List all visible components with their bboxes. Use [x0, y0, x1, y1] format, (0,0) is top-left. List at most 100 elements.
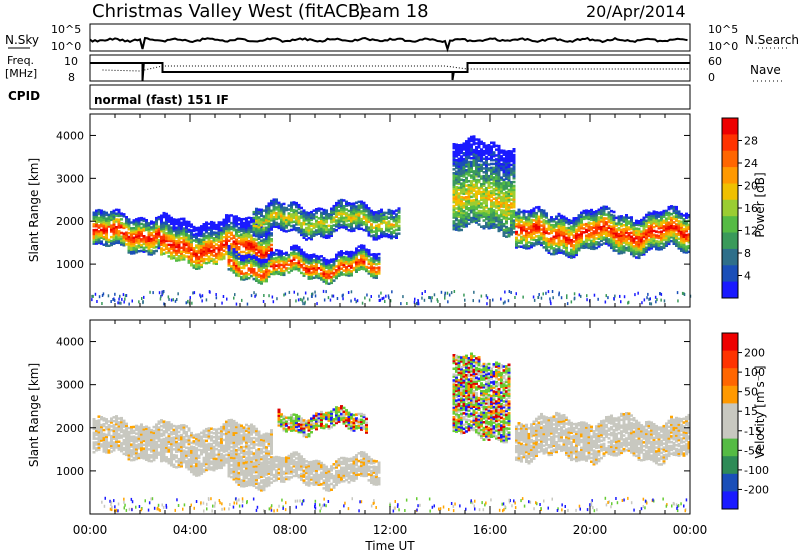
- data-cell: [467, 180, 471, 183]
- data-cell: [180, 258, 183, 261]
- data-cell: [340, 216, 343, 219]
- data-cell: [612, 210, 616, 214]
- data-cell: [217, 250, 221, 253]
- freq-label-1: Freq.: [7, 54, 34, 67]
- data-cell: [205, 252, 208, 255]
- noise-cell: [677, 299, 679, 303]
- data-cell: [492, 222, 496, 226]
- data-cell: [620, 247, 623, 251]
- data-cell: [307, 275, 311, 278]
- data-cell: [277, 215, 281, 218]
- data-cell: [357, 253, 361, 256]
- data-cell: [267, 233, 271, 237]
- noise-cell: [502, 301, 505, 305]
- data-cell: [685, 251, 688, 254]
- noise-cell: [347, 291, 350, 294]
- data-cell: [272, 225, 276, 228]
- data-cell: [475, 180, 478, 184]
- data-cell: [252, 230, 256, 233]
- data-cell: [602, 211, 606, 214]
- data-cell: [180, 250, 183, 253]
- data-cell: [567, 232, 571, 235]
- data-cell: [175, 218, 178, 222]
- data-cell: [190, 229, 193, 232]
- data-cell: [632, 249, 636, 252]
- data-cell: [652, 233, 656, 237]
- data-cell: [327, 213, 331, 216]
- data-cell: [655, 243, 658, 247]
- data-cell: [475, 167, 478, 170]
- data-cell: [455, 226, 458, 229]
- data-cell: [345, 223, 348, 227]
- data-cell: [510, 167, 513, 170]
- data-cell: [600, 206, 603, 210]
- data-cell: [570, 248, 573, 252]
- data-cell: [247, 247, 251, 250]
- data-cell: [322, 233, 326, 237]
- data-cell: [217, 227, 221, 230]
- data-cell: [202, 250, 206, 253]
- data-cell: [665, 236, 668, 240]
- data-cell: [175, 249, 178, 253]
- data-cell: [260, 261, 263, 264]
- data-cell: [530, 213, 533, 216]
- data-cell: [175, 236, 178, 239]
- data-cell: [615, 224, 618, 227]
- data-cell: [465, 159, 468, 162]
- data-cell: [362, 211, 366, 214]
- noise-cell: [325, 290, 327, 294]
- data-cell: [615, 249, 618, 252]
- data-cell: [117, 214, 121, 218]
- noise-cell: [406, 302, 408, 305]
- data-cell: [377, 256, 381, 260]
- data-cell: [305, 238, 308, 241]
- data-cell: [460, 155, 463, 158]
- data-cell: [537, 227, 541, 230]
- data-cell: [532, 232, 536, 236]
- data-cell: [217, 234, 221, 238]
- data-cell: [140, 238, 143, 241]
- data-cell: [330, 213, 333, 216]
- data-cell: [460, 178, 463, 181]
- data-cell: [600, 229, 603, 233]
- data-cell: [682, 222, 686, 225]
- data-cell: [337, 209, 341, 212]
- noise-cell: [522, 295, 524, 299]
- data-cell: [577, 216, 581, 219]
- data-cell: [627, 222, 631, 225]
- data-cell: [510, 159, 513, 163]
- data-cell: [612, 226, 616, 229]
- data-cell: [480, 192, 483, 196]
- data-cell: [130, 232, 133, 236]
- data-cell: [462, 204, 466, 207]
- data-cell: [282, 227, 286, 231]
- data-cell: [532, 215, 536, 218]
- data-cell: [615, 232, 618, 235]
- data-cell: [252, 270, 256, 273]
- data-cell: [162, 225, 166, 228]
- data-cell: [270, 270, 273, 274]
- data-cell: [170, 239, 173, 243]
- data-cell: [360, 210, 363, 213]
- data-cell: [452, 224, 456, 227]
- data-cell: [282, 229, 286, 233]
- data-cell: [325, 282, 328, 285]
- data-cell: [277, 226, 281, 230]
- data-cell: [452, 204, 456, 208]
- data-cell: [307, 236, 311, 240]
- data-cell: [457, 213, 461, 216]
- data-cell: [492, 197, 496, 200]
- data-cell: [250, 249, 253, 253]
- data-cell: [587, 244, 591, 248]
- data-cell: [685, 237, 688, 241]
- data-cell: [225, 227, 228, 231]
- data-cell: [455, 164, 458, 168]
- data-cell: [302, 228, 306, 232]
- data-cell: [272, 210, 276, 213]
- data-cell: [462, 206, 466, 209]
- data-cell: [495, 204, 498, 207]
- data-cell: [335, 201, 338, 205]
- noise-cell: [311, 292, 314, 296]
- data-cell: [185, 241, 188, 245]
- data-cell: [140, 218, 143, 222]
